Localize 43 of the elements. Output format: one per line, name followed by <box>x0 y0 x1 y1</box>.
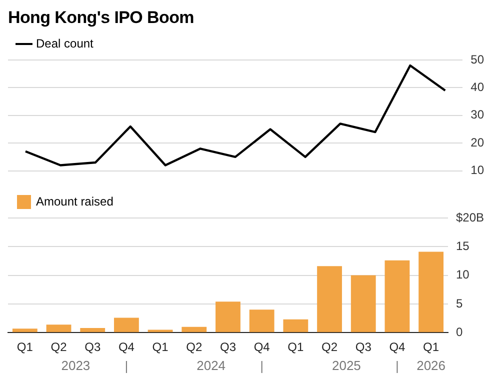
y-tick-label: 30 <box>470 108 484 122</box>
y-tick-label: 15 <box>456 238 470 253</box>
bar <box>148 330 173 332</box>
bar <box>249 310 274 332</box>
x-tick-label: Q3 <box>84 340 101 354</box>
y-tick-label: $20B <box>456 210 484 224</box>
y-tick-label: 40 <box>470 80 484 94</box>
x-tick-label: Q3 <box>220 340 236 354</box>
text: 2025 <box>332 358 361 374</box>
bar <box>12 328 38 332</box>
text: 2024 <box>196 358 226 374</box>
y-tick-label: 20 <box>470 135 484 150</box>
bar <box>80 328 106 332</box>
y-tick-label: 10 <box>456 268 470 282</box>
bar <box>216 302 240 332</box>
x-tick-label: Q1 <box>16 340 34 354</box>
bar <box>384 260 410 332</box>
bar <box>350 275 376 332</box>
y-tick-label: 5 <box>456 296 463 310</box>
text: 2026 <box>416 358 446 374</box>
y-tick-label: 0 <box>456 324 463 339</box>
x-tick-label: Q2 <box>50 340 68 354</box>
x-tick-label: Q2 <box>322 340 338 354</box>
x-tick-label: Q1 <box>288 340 304 354</box>
bar <box>114 318 139 332</box>
bar <box>182 326 207 332</box>
y-tick-label: 10 <box>470 163 484 178</box>
bar <box>418 252 444 332</box>
bar <box>46 324 72 332</box>
chart-title: Hong Kong's IPO Boom <box>7 7 195 28</box>
x-tick-label: Q4 <box>118 340 135 354</box>
x-tick-label: Q4 <box>254 340 270 354</box>
y-tick-label: 50 <box>470 52 484 66</box>
x-tick-label: Q1 <box>152 340 169 354</box>
legend-label: Deal count <box>36 36 94 50</box>
x-tick-label: Q4 <box>389 340 406 354</box>
legend-label: Amount raised <box>36 194 114 208</box>
text: 2023 <box>61 358 90 374</box>
bar <box>317 266 342 332</box>
bar <box>283 319 308 332</box>
x-tick-label: Q2 <box>186 340 202 354</box>
x-tick-label: Q1 <box>423 340 440 354</box>
x-tick-label: Q3 <box>355 340 372 354</box>
